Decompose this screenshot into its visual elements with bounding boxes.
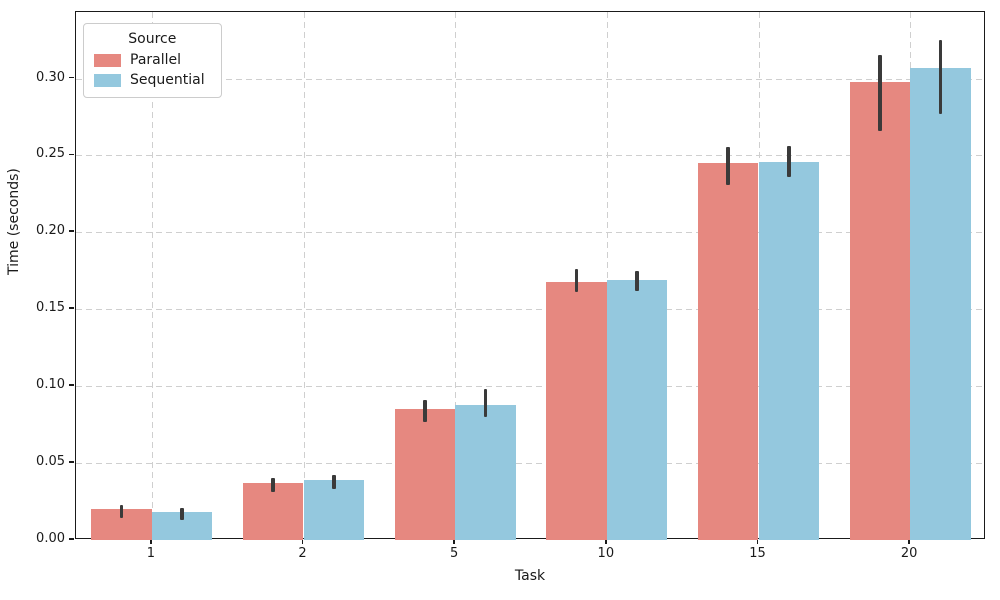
bar-parallel-task-5 [394,409,456,540]
y-tick-mark [69,461,74,463]
gridline-vertical [606,12,608,538]
bar-sequential-task-15 [758,161,820,540]
sequential-color-swatch [94,73,121,87]
error-bar-sequential-task-20 [938,40,943,114]
y-tick-label: 0.05 [36,454,65,470]
gridline-horizontal [76,155,984,157]
bar-sequential-task-10 [606,280,668,540]
y-tick-mark [69,230,74,233]
legend-entry-parallel: Parallel [94,52,205,68]
gridline-horizontal [76,78,984,80]
bar-parallel-task-2 [242,483,304,540]
bar-sequential-task-2 [303,480,365,540]
y-tick-mark [69,76,74,79]
x-tick-label: 5 [450,546,459,561]
x-tick-mark [149,539,152,544]
y-axis-label: Time (seconds) [6,168,22,275]
x-tick-mark [301,539,304,544]
error-bar-parallel-task-20 [878,54,882,131]
bar-parallel-task-20 [849,81,911,540]
gridline-horizontal [76,232,984,234]
error-bar-sequential-task-15 [787,146,791,178]
y-tick-label: 0.20 [36,223,65,239]
error-bar-sequential-task-10 [635,270,639,291]
y-tick-label: 0.00 [36,531,65,546]
y-tick-mark [69,153,74,156]
gridline-horizontal [76,386,984,388]
x-tick-label: 2 [298,546,307,561]
y-tick-mark [69,384,74,387]
x-tick-label: 1 [146,546,155,561]
error-bar-parallel-task-15 [726,147,730,185]
legend-entry-sequential: Sequential [94,72,205,88]
gridline-horizontal [76,309,984,311]
x-tick-label: 10 [597,546,615,561]
y-tick-label: 0.10 [36,377,65,393]
bar-parallel-task-10 [546,281,607,540]
x-tick-mark [453,539,456,544]
error-bar-sequential-task-5 [483,389,488,417]
x-tick-label: 20 [900,546,918,561]
bar-sequential-task-5 [455,404,516,540]
y-tick-label: 0.15 [36,300,65,316]
y-tick-mark [69,538,74,540]
x-tick-label: 15 [749,546,766,561]
error-bar-parallel-task-5 [423,400,427,422]
legend-label-parallel: Parallel [130,52,182,68]
gridline-vertical [455,12,457,538]
x-tick-mark [908,539,911,544]
gridline-horizontal [76,463,984,465]
legend-title: Source [128,31,177,47]
legend-label-sequential: Sequential [130,72,205,88]
x-tick-mark [604,539,607,544]
error-bar-parallel-task-10 [574,269,579,293]
plot-area: Source Parallel Sequential [75,11,985,540]
gridline-vertical [151,12,153,538]
error-bar-parallel-task-1 [119,505,124,518]
y-tick-label: 0.30 [36,69,65,85]
y-tick-mark [69,307,74,310]
x-axis-label: Task [514,568,546,584]
y-tick-label: 0.25 [36,146,65,162]
bar-parallel-task-15 [697,163,759,540]
legend: Source Parallel Sequential [83,23,222,98]
gridline-vertical [303,12,305,538]
parallel-color-swatch [94,53,121,67]
error-bar-parallel-task-2 [271,477,275,492]
x-tick-mark [756,539,759,544]
error-bar-sequential-task-2 [332,474,336,490]
error-bar-sequential-task-1 [180,507,184,520]
bar-sequential-task-20 [910,67,971,540]
